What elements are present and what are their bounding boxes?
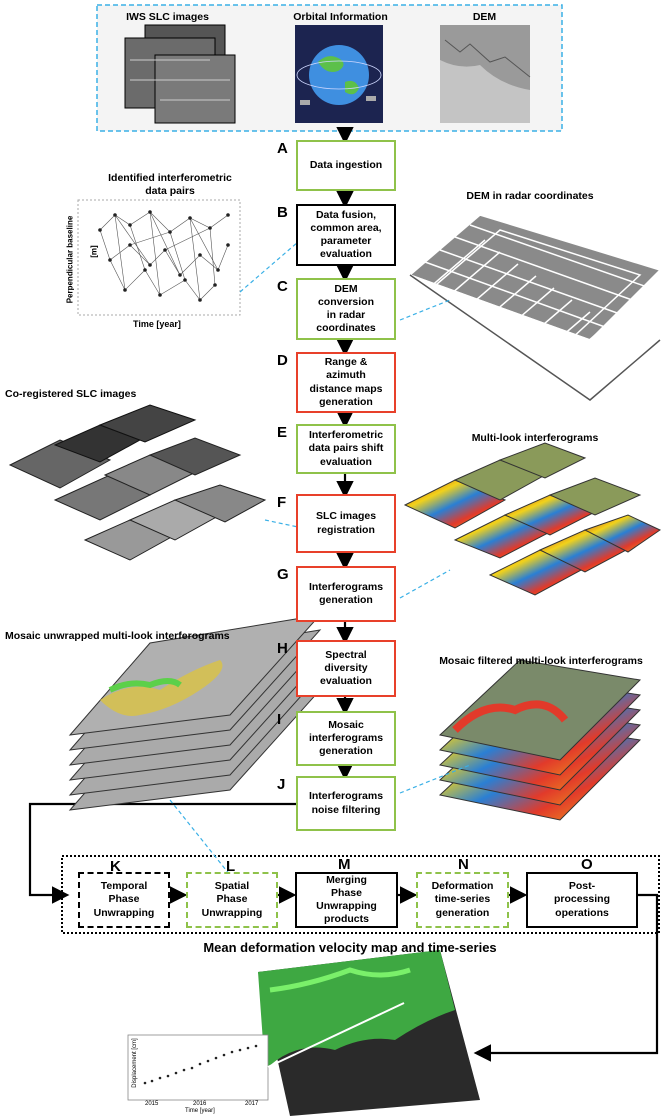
mosaic-filtered-illustration bbox=[438, 659, 642, 821]
multilook-caption: Multi-look interferograms bbox=[471, 432, 599, 444]
mosaic-unwrapped-caption: Mosaic unwrapped multi-look interferogra… bbox=[5, 630, 230, 642]
step-j-noise-filtering: Interferograms noise filtering bbox=[296, 776, 396, 831]
step-f-letter: F bbox=[277, 494, 287, 511]
step-f-slc-registration: SLC images registration bbox=[296, 494, 396, 553]
orbital-info-label: Orbital Information bbox=[293, 11, 388, 23]
step-o-post-processing: Post- processing operations bbox=[526, 872, 638, 928]
ts-tick-2015: 2015 bbox=[145, 1101, 159, 1107]
step-e-shift-evaluation: Interferometric data pairs shift evaluat… bbox=[296, 424, 396, 474]
mosaic-unwrapped-illustration bbox=[68, 614, 322, 811]
ts-tick-2016: 2016 bbox=[193, 1101, 207, 1107]
link-lines bbox=[169, 241, 471, 876]
coreg-caption: Co-registered SLC images bbox=[5, 388, 137, 400]
baseline-yunit: [m] bbox=[89, 245, 99, 258]
mosaic-filtered-caption: Mosaic filtered multi-look interferogram… bbox=[439, 655, 643, 667]
step-e-letter: E bbox=[277, 424, 288, 441]
step-g-interferograms-generation: Interferograms generation bbox=[296, 566, 396, 622]
velocity-map-illustration bbox=[258, 950, 480, 1116]
step-k-temporal-unwrapping: Temporal Phase Unwrapping bbox=[78, 872, 170, 928]
dem-radar-illustration bbox=[408, 214, 662, 401]
dem-label: DEM bbox=[472, 11, 497, 23]
time-series-plot bbox=[127, 1002, 405, 1101]
unwrapping-frame bbox=[61, 855, 660, 934]
step-m-letter: M bbox=[338, 856, 351, 873]
step-j-letter: J bbox=[277, 776, 286, 793]
ts-ylabel: Displacement [cm] bbox=[132, 1038, 138, 1088]
flow-arrows bbox=[28, 126, 659, 1062]
step-l-letter: L bbox=[226, 858, 236, 875]
step-o-letter: O bbox=[581, 856, 593, 873]
baseline-xlabel: Time [year] bbox=[133, 319, 181, 329]
ts-tick-2017: 2017 bbox=[245, 1101, 259, 1107]
dem-illustration bbox=[440, 25, 531, 123]
step-b-letter: B bbox=[277, 204, 288, 221]
step-i-mosaic-generation: Mosaic interferograms generation bbox=[296, 711, 396, 766]
ts-xlabel: Time [year] bbox=[185, 1108, 215, 1114]
multilook-interferograms-illustration bbox=[403, 442, 662, 596]
dem-radar-caption: DEM in radar coordinates bbox=[466, 190, 594, 202]
step-m-merging-products: Merging Phase Unwrapping products bbox=[295, 872, 398, 928]
step-k-letter: K bbox=[110, 858, 121, 875]
iws-slc-images-illustration bbox=[124, 24, 236, 124]
step-d-distance-maps: Range & azimuth distance maps generation bbox=[296, 352, 396, 413]
orbital-information-illustration bbox=[295, 25, 383, 123]
result-title: Mean deformation velocity map and time-s… bbox=[203, 940, 497, 955]
step-d-letter: D bbox=[277, 352, 288, 369]
step-h-letter: H bbox=[277, 640, 288, 657]
step-h-spectral-diversity: Spectral diversity evaluation bbox=[296, 640, 396, 697]
step-b-data-fusion: Data fusion, common area, parameter eval… bbox=[296, 204, 396, 266]
pairs-caption: Identified interferometric data pairs bbox=[108, 172, 232, 198]
baseline-ylabel: Perpendicular baseline bbox=[65, 215, 75, 304]
baseline-plot bbox=[77, 199, 241, 316]
step-i-letter: I bbox=[277, 711, 282, 728]
step-l-spatial-unwrapping: Spatial Phase Unwrapping bbox=[186, 872, 278, 928]
step-n-letter: N bbox=[458, 856, 469, 873]
step-a-data-ingestion: Data ingestion bbox=[296, 140, 396, 191]
coregistered-slc-illustration bbox=[8, 404, 267, 561]
iws-slc-label: IWS SLC images bbox=[126, 11, 209, 23]
step-n-time-series-generation: Deformation time-series generation bbox=[416, 872, 509, 928]
step-g-letter: G bbox=[277, 566, 289, 583]
step-c-letter: C bbox=[277, 278, 288, 295]
step-a-letter: A bbox=[277, 140, 288, 157]
step-c-dem-conversion: DEM conversion in radar coordinates bbox=[296, 278, 396, 340]
